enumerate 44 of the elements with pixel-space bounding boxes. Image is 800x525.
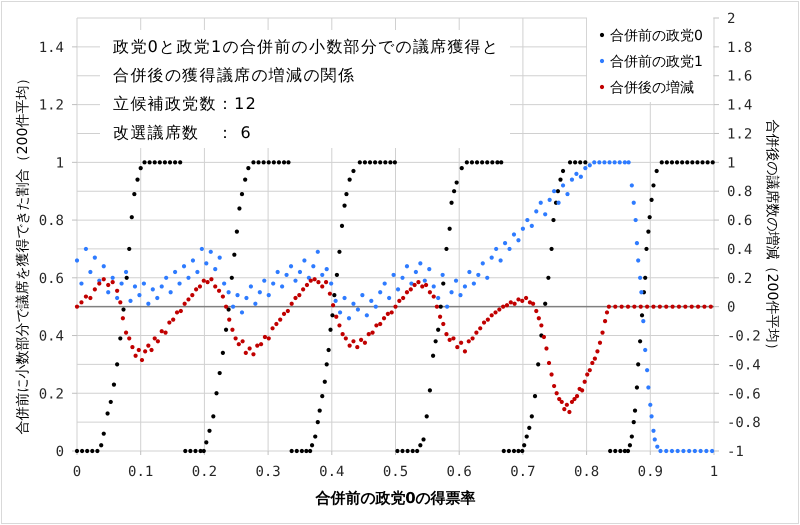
y2-tick-label: -1	[727, 444, 744, 460]
x-tick-label: 0.6	[446, 464, 472, 480]
y2-axis-title: 合併後の議席数の増減（200件平均）	[764, 120, 781, 356]
annotation: 改選議席数 ： 6	[113, 122, 252, 142]
x-tick-label: 0.1	[128, 464, 154, 480]
title-box: 政党0と政党1の合併前の小数部分での議席獲得と合併後の獲得議席の増減の関係 立候補政党数：12 改選議席数 ： 6	[100, 30, 510, 148]
x-tick-label: 0.8	[574, 464, 600, 480]
y-tick-label: 1.2	[38, 98, 64, 114]
x-tick-label: 0.4	[319, 464, 344, 480]
y2-tick-label: 1.8	[727, 40, 752, 56]
y-tick-label: 0.2	[38, 386, 64, 402]
y2-tick-label: -0.8	[727, 415, 761, 432]
y2-tick-label: 0	[727, 300, 736, 316]
y2-tick-label: -0.4	[727, 357, 761, 374]
x-tick-label: 0.7	[510, 464, 536, 480]
x-tick-label: 0	[72, 464, 82, 480]
y2-tick-label: 1.4	[727, 98, 752, 114]
x-tick-label: 0.3	[255, 464, 281, 480]
y-axis-title: 合併前に小数部分で議席を獲得できた割合（200件平均）	[15, 72, 31, 434]
y2-tick-label: 1	[727, 155, 736, 172]
x-axis-title: 合併前の政党0の得票率	[314, 489, 476, 507]
y2-tick-label: 2	[727, 11, 736, 27]
x-tick-label: 0.5	[382, 464, 408, 480]
y2-tick-label: 1.2	[727, 126, 752, 142]
y-tick-label: 0.6	[38, 270, 64, 287]
y2-tick-label: -0.6	[727, 386, 761, 402]
y-tick-label: 0.8	[38, 213, 64, 230]
x-tick-label: 0.9	[638, 464, 663, 480]
legend-label: 合併前の政党0	[610, 28, 703, 44]
y-tick-label: 0	[56, 444, 64, 460]
y2-tick-label: 0.8	[727, 184, 752, 200]
y2-tick-label: 1.6	[727, 68, 752, 85]
legend-label: 合併後の増減	[610, 79, 694, 96]
y2-tick-label: 0.6	[727, 213, 752, 230]
y-tick-label: 1	[56, 155, 64, 172]
x-tick-label: 1	[710, 464, 718, 480]
y-tick-label: 0.4	[38, 328, 64, 345]
legend-label: 合併前の政党1	[610, 54, 703, 70]
y2-tick-label: 0.4	[727, 242, 752, 258]
y-tick-label: 1.4	[38, 40, 64, 56]
y2-tick-label: -0.2	[727, 328, 761, 345]
y2-tick-label: 0.2	[727, 270, 752, 287]
annotation: 立候補政党数：12	[113, 94, 258, 114]
x-tick-label: 0.2	[192, 464, 218, 480]
